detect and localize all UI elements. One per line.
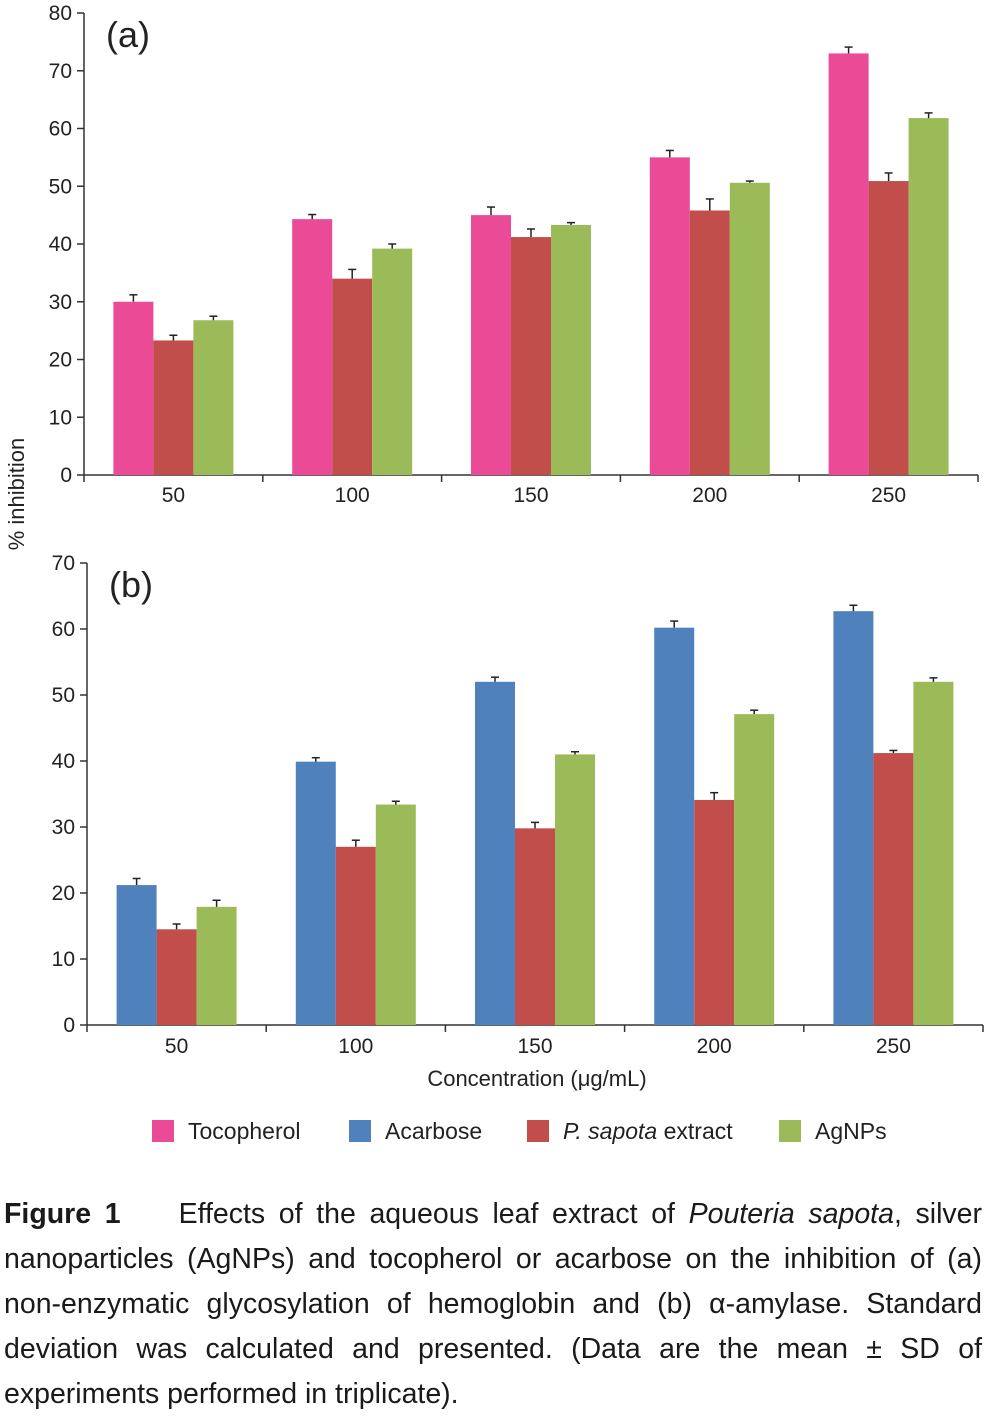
bar-agnps-250 [908,118,949,475]
legend-swatch-agnps [779,1120,801,1142]
chart-panel-b: (b) 0 10 20 30 40 50 60 70 50 100 150 200 250 [52,552,984,1058]
legend-label: P. sapota extract [563,1118,733,1144]
y-tick-label: 80 [49,2,72,25]
y-tick-label: 60 [52,618,75,641]
bar-p-sapota-extract-100 [335,846,376,1025]
bar-p-sapota-extract-50 [156,929,197,1025]
legend: Tocopherol Acarbose P. sapota extract AgNPs [152,1118,887,1144]
chart-panel-a: (a) 0 10 20 30 40 50 60 70 80 50 100 150 200 250 [49,2,979,507]
bar-acarbose-200 [654,627,695,1025]
legend-label: AgNPs [815,1118,887,1144]
y-tick-label: 10 [49,406,72,429]
bar-agnps-100 [372,248,413,475]
bar-agnps-150 [555,754,595,1025]
bar-p-sapota-extract-150 [511,237,551,475]
x-tick-label: 250 [871,484,906,507]
bar-tocopherol-50 [113,301,154,475]
x-tick-label: 200 [692,484,727,507]
bar-agnps-200 [729,182,770,475]
bar-p-sapota-extract-150 [515,828,555,1025]
bar-agnps-50 [193,320,234,475]
y-tick-label: 60 [49,118,72,141]
y-tick-label: 20 [49,349,72,372]
legend-label-italic: P. sapota [563,1118,657,1144]
x-tick-label: 100 [335,484,370,507]
figure-label: Figure 1 [4,1198,121,1230]
legend-swatch-acarbose [349,1120,371,1142]
bar-tocopherol-100 [292,219,333,475]
bar-agnps-250 [913,681,954,1025]
y-tick-label: 40 [49,233,72,256]
caption-species: Pouteria sapota [688,1198,894,1230]
x-axis-title: Concentration (μg/mL) [427,1066,646,1091]
legend-label: Acarbose [385,1118,482,1144]
figure-caption: Figure 1 Effects of the aqueous leaf extr… [4,1192,982,1417]
bar-acarbose-250 [833,611,874,1025]
legend-swatch-tocopherol [152,1120,174,1142]
bar-agnps-50 [196,906,237,1025]
bar-tocopherol-200 [649,157,690,475]
caption-text-2: , silver nanoparticles (AgNPs) and tocop… [4,1198,983,1410]
bar-acarbose-100 [295,761,336,1025]
legend-label: Tocopherol [188,1118,301,1144]
x-tick-label: 150 [513,484,548,507]
y-tick-label: 50 [49,175,72,198]
y-tick-label: 40 [52,750,75,773]
legend-swatch-p-sapota-extract [527,1120,549,1142]
y-tick-label: 0 [60,464,72,487]
bar-agnps-200 [734,714,775,1025]
x-tick-label: 150 [517,1035,552,1058]
y-tick-label: 50 [52,684,75,707]
panel-label-b: (b) [109,564,153,605]
bar-p-sapota-extract-250 [873,753,914,1025]
bar-p-sapota-extract-200 [694,799,735,1025]
bar-tocopherol-150 [471,215,511,475]
legend-label-text: Tocopherol [188,1118,301,1144]
x-tick-label: 250 [876,1035,911,1058]
y-tick-label: 20 [52,882,75,905]
bar-p-sapota-extract-200 [689,210,730,475]
y-tick-label: 30 [52,816,75,839]
y-tick-label: 10 [52,948,75,971]
y-tick-label: 70 [49,60,72,83]
legend-label-text: extract [657,1118,733,1144]
y-tick-label: 70 [52,552,75,575]
x-tick-label: 50 [165,1035,188,1058]
x-tick-label: 200 [697,1035,732,1058]
bar-tocopherol-250 [828,53,869,476]
legend-label-text: AgNPs [815,1118,887,1144]
legend-label-text: Acarbose [385,1118,482,1144]
bar-p-sapota-extract-50 [153,340,194,475]
x-tick-label: 100 [338,1035,373,1058]
y-tick-label: 30 [49,291,72,314]
bar-agnps-100 [375,804,416,1025]
bar-acarbose-150 [475,681,515,1025]
y-tick-label: 0 [63,1014,75,1037]
bar-p-sapota-extract-250 [868,181,909,476]
y-axis-title: % inhibition [4,438,29,551]
figure-canvas: (a) 0 10 20 30 40 50 60 70 80 50 100 150 200 250 (b) 0 1… [4,2,984,1144]
panel-label-a: (a) [106,14,150,55]
x-tick-label: 50 [162,484,185,507]
bar-acarbose-50 [116,885,157,1025]
caption-text-1: Effects of the aqueous leaf extract of [178,1198,689,1230]
bar-agnps-150 [551,224,591,475]
bar-p-sapota-extract-100 [332,278,373,475]
